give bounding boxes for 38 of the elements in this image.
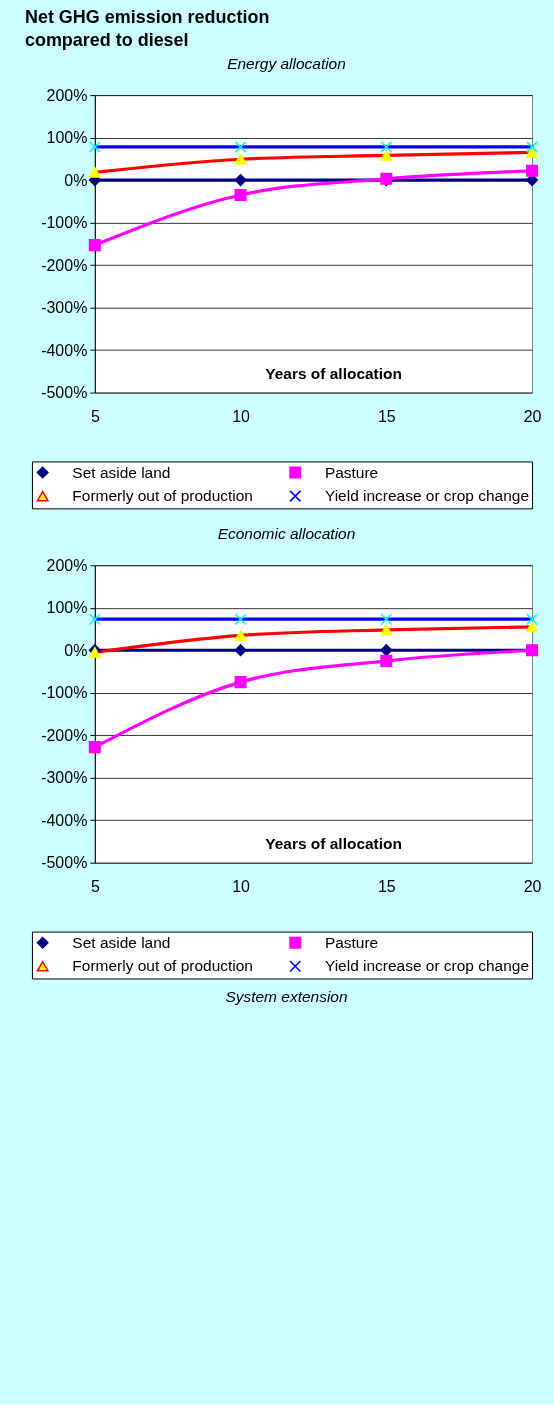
y-tick-label: 0% [64, 641, 88, 659]
y-tick-label: 100% [46, 129, 88, 147]
text: Net GHG emission reduction compared to diesel [24, 7, 270, 51]
y-tick-label: -300% [41, 299, 88, 317]
y-tick-label: -400% [41, 341, 88, 359]
x-tick-label: 5 [90, 878, 100, 896]
legend-label: Pasture [324, 463, 379, 481]
y-tick-label: -100% [41, 214, 88, 232]
x-tick-label: 15 [377, 878, 396, 896]
x-tick-label: 20 [523, 408, 542, 426]
y-tick-label: 0% [64, 171, 88, 189]
legend-label: Formerly out of production [72, 487, 253, 505]
y-tick-label: -500% [41, 384, 88, 402]
y-tick-label: -200% [41, 256, 88, 274]
x-tick-label: 20 [523, 878, 542, 896]
x-axis-title: Years of allocation [265, 835, 402, 853]
x-tick-label: 5 [90, 408, 100, 426]
legend-label: Formerly out of production [72, 957, 253, 975]
chart-title: Energy allocation [227, 54, 346, 72]
y-tick-label: 200% [46, 556, 88, 574]
x-tick-label: 10 [232, 878, 251, 896]
x-tick-label: 15 [377, 408, 396, 426]
y-tick-label: -400% [41, 811, 88, 829]
y-tick-label: -100% [41, 684, 88, 702]
y-tick-label: 200% [46, 86, 88, 104]
legend-label: Set aside land [72, 933, 171, 951]
y-tick-label: -200% [41, 726, 88, 744]
text: System extension [225, 987, 348, 1005]
legend-label: Set aside land [72, 463, 171, 481]
y-tick-label: 100% [46, 599, 88, 617]
chart-title: Economic allocation [217, 524, 356, 542]
y-tick-label: -500% [41, 854, 88, 872]
legend-label: Yield increase or crop change [324, 487, 529, 505]
x-axis-title: Years of allocation [265, 365, 402, 383]
legend-label: Yield increase or crop change [324, 957, 529, 975]
legend-label: Pasture [324, 933, 379, 951]
x-tick-label: 10 [232, 408, 251, 426]
y-tick-label: -300% [41, 769, 88, 787]
